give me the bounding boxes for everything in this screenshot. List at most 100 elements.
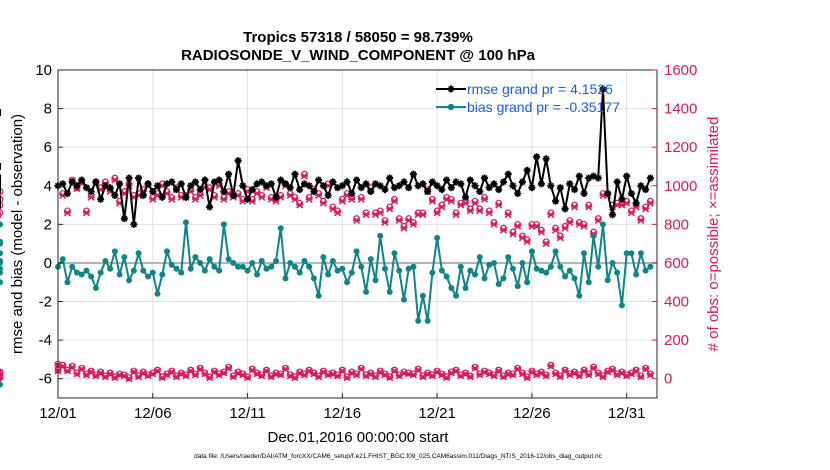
- bias-point: [121, 254, 128, 261]
- bias-point: [618, 302, 625, 309]
- obs-assimilated-point: [480, 195, 489, 203]
- obs_bottom_possible-point: [580, 366, 588, 374]
- obs-assimilated-point: [352, 216, 361, 225]
- bias-point: [0, 240, 3, 247]
- rmse-point: [433, 182, 441, 190]
- rmse-point: [187, 182, 195, 190]
- bias-point: [590, 232, 597, 239]
- rmse-point: [248, 186, 256, 194]
- rmse-point: [571, 186, 579, 194]
- bias-point: [282, 275, 289, 282]
- obs-bottom-assimilated-point: [78, 365, 86, 373]
- rmse-point: [130, 220, 138, 228]
- bias-point: [453, 292, 460, 299]
- bias-point: [467, 267, 474, 274]
- obs_bottom_possible-point: [357, 364, 365, 372]
- rmse-point: [400, 178, 408, 186]
- obs_bottom_possible-point: [519, 369, 526, 377]
- bias-point: [187, 265, 194, 272]
- bias-point: [192, 254, 199, 261]
- obs-bottom-assimilated-point: [357, 365, 365, 373]
- obs-assimilated-point: [476, 207, 484, 215]
- rmse-point: [457, 180, 465, 188]
- obs-bottom-assimilated-point: [153, 367, 162, 375]
- rmse-point: [324, 191, 332, 199]
- obs-assimilated-point: [504, 211, 512, 219]
- bias-point: [424, 317, 431, 324]
- rmse-point: [125, 174, 133, 182]
- rmse-point: [177, 180, 185, 188]
- left-tick-label: 10: [35, 62, 52, 79]
- obs-bottom-assimilated-point: [281, 365, 290, 373]
- bias-point: [211, 263, 218, 270]
- rmse-point: [310, 188, 318, 196]
- obs-bottom-assimilated-point: [632, 367, 640, 375]
- obs-assimilated-point: [168, 195, 176, 203]
- rmse-point: [542, 155, 550, 163]
- bias-point: [182, 219, 189, 226]
- bias-point: [348, 269, 355, 276]
- rmse-point: [239, 182, 247, 190]
- obs_bottom_possible-point: [73, 369, 81, 377]
- right-tick-label: 1000: [664, 178, 697, 195]
- bias-point: [111, 248, 118, 255]
- legend-rmse-label: rmse grand pr = 4.1526: [467, 81, 613, 97]
- obs-assimilated-point: [376, 209, 384, 217]
- obs-assimilated-point: [357, 195, 365, 203]
- bias-point: [367, 256, 374, 263]
- rmse-point: [168, 178, 176, 186]
- bias-point: [500, 275, 507, 282]
- rmse-point: [319, 182, 327, 190]
- rmse-point: [144, 180, 152, 188]
- bias-point: [0, 221, 3, 228]
- obs_bottom_possible-point: [0, 374, 4, 382]
- obs-bottom-assimilated-point: [206, 374, 214, 382]
- obs-bottom-assimilated-point: [585, 371, 593, 379]
- rmse-point: [386, 174, 394, 182]
- bias-point: [405, 265, 412, 272]
- obs-assimilated-point: [490, 220, 498, 228]
- bias-point: [0, 259, 3, 266]
- bias-point: [310, 275, 317, 282]
- bias-point: [216, 267, 223, 274]
- obs-assimilated-point: [395, 216, 403, 225]
- obs_bottom_possible-point: [97, 368, 105, 376]
- bias-point: [163, 248, 170, 255]
- bias-point: [97, 269, 104, 276]
- obs-bottom-assimilated-point: [523, 374, 531, 382]
- obs_bottom_possible-point: [642, 364, 650, 372]
- rmse-point: [296, 186, 304, 194]
- right-axis: 0 200 400 600 800 1000 1200 1400 1600: [652, 62, 697, 388]
- rmse-point: [59, 180, 67, 188]
- bias-point: [92, 285, 99, 292]
- rmse-point: [395, 182, 403, 190]
- rmse-point: [552, 197, 560, 205]
- bias-point: [0, 279, 3, 286]
- obs_possible-point: [0, 195, 4, 203]
- bias-point: [623, 250, 630, 257]
- obs-assimilated-point: [220, 195, 228, 203]
- bias-point: [59, 256, 66, 263]
- obs-bottom-assimilated-point: [352, 371, 361, 379]
- rmse-point: [613, 178, 621, 186]
- obs_possible-point: [0, 201, 4, 209]
- obs_bottom_possible-point: [201, 369, 209, 377]
- obs-assimilated-point: [334, 209, 342, 217]
- obs-assimilated-point: [409, 220, 417, 228]
- obs-assimilated-point: [646, 199, 654, 207]
- obs_possible-point: [0, 188, 4, 195]
- bias-point: [88, 273, 95, 280]
- obs-assimilated-point: [291, 195, 299, 203]
- bias-point: [576, 292, 583, 299]
- bias-point: [159, 271, 166, 278]
- obs_bottom_possible-point: [319, 367, 327, 375]
- rmse-point: [424, 188, 432, 196]
- rmse-point: [196, 186, 204, 194]
- obs-bottom-assimilated-point: [495, 367, 503, 375]
- obs-assimilated-point: [452, 211, 460, 219]
- bias-point: [64, 279, 71, 286]
- x-tick-label: 12/31: [608, 405, 646, 422]
- bias-point: [647, 263, 654, 270]
- obs_bottom_possible-point: [391, 366, 398, 374]
- rmse-point: [623, 172, 631, 180]
